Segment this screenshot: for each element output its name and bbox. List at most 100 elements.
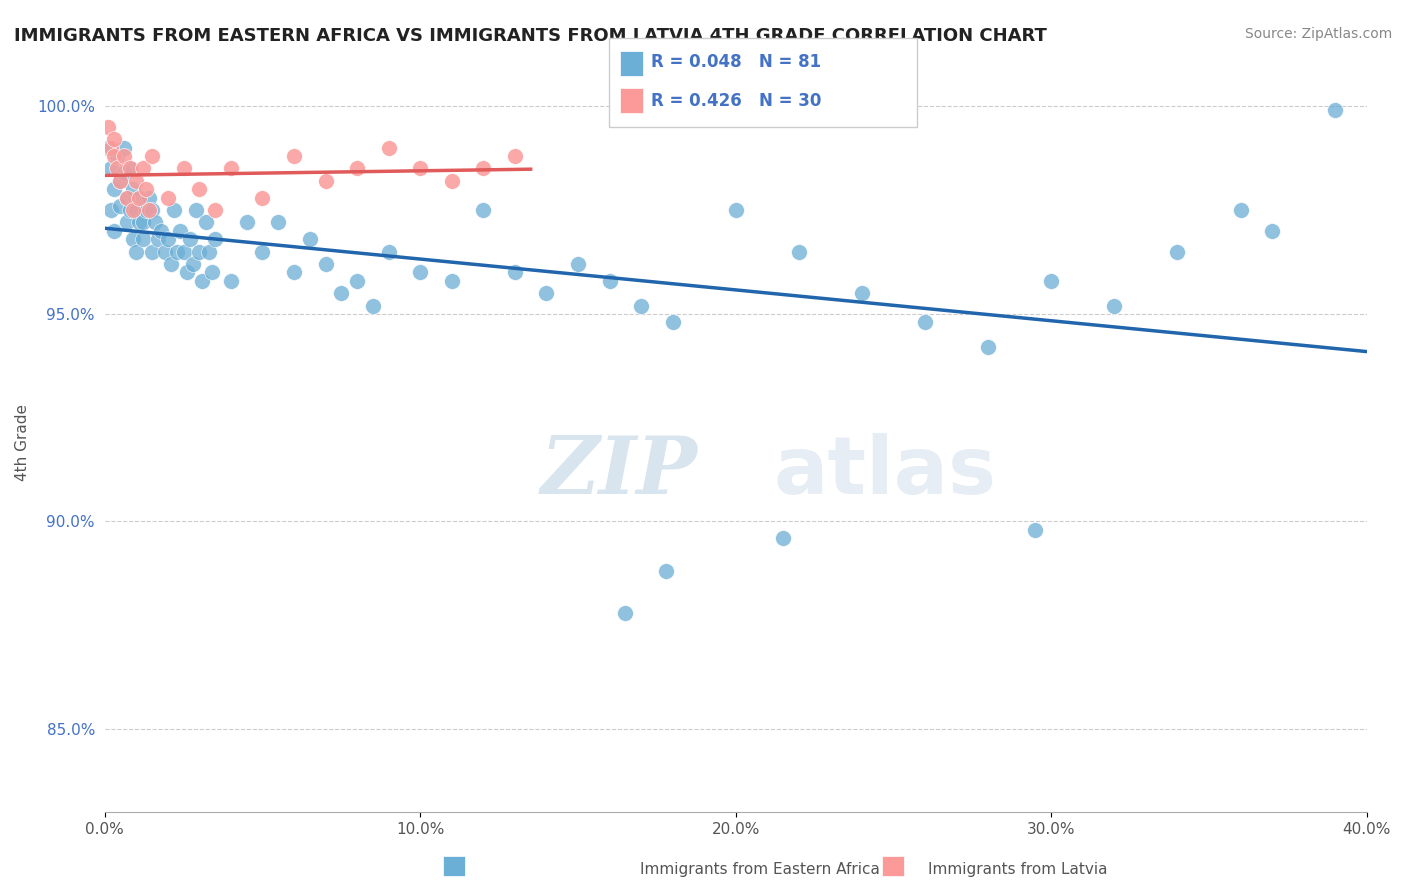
Point [440,174,463,188]
Point [1024,523,1046,537]
Point [472,202,495,217]
Point [103,132,125,146]
Point [181,257,204,271]
Point [179,232,201,246]
Y-axis label: 4th Grade: 4th Grade [15,404,30,481]
Point [204,232,226,246]
Point [103,149,125,163]
Point [283,149,305,163]
Text: R = 0.048   N = 81: R = 0.048 N = 81 [651,54,821,71]
Point [188,182,211,196]
Point [100,202,122,217]
Text: atlas: atlas [773,434,997,511]
Point [131,232,153,246]
Point [163,202,186,217]
Point [97,141,120,155]
Point [125,244,148,259]
Point [122,202,145,217]
Point [503,149,526,163]
Point [150,224,173,238]
Point [103,182,125,196]
Point [110,174,132,188]
Point [160,257,183,271]
Point [110,174,132,188]
Text: Immigrants from Eastern Africa: Immigrants from Eastern Africa [640,863,880,877]
Point [135,182,157,196]
Point [772,531,794,545]
Point [118,161,141,176]
Point [219,274,242,288]
Point [851,286,873,301]
Point [661,315,683,329]
Point [655,564,678,578]
Point [156,190,179,204]
Point [138,190,160,204]
Point [141,244,163,259]
Text: Source: ZipAtlas.com: Source: ZipAtlas.com [1244,27,1392,41]
Point [112,149,135,163]
Point [143,215,166,229]
Point [1104,299,1126,313]
Point [1324,103,1347,118]
Point [110,199,132,213]
Point [115,190,138,204]
Point [186,202,208,217]
Point [169,224,191,238]
Point [112,166,135,180]
Point [112,141,135,155]
Point [283,265,305,279]
Point [787,244,810,259]
Point [141,202,163,217]
Point [298,232,321,246]
Point [191,274,214,288]
Point [194,215,217,229]
Point [409,161,432,176]
Point [176,265,198,279]
Point [122,182,145,196]
Point [156,232,179,246]
Point [100,161,122,176]
Point [1166,244,1188,259]
Point [105,161,128,176]
Point [148,232,170,246]
Point [103,224,125,238]
Point [252,190,274,204]
Point [346,161,368,176]
Point [1040,274,1063,288]
Point [1229,202,1251,217]
Text: R = 0.426   N = 30: R = 0.426 N = 30 [651,92,821,110]
Point [409,265,432,279]
Point [235,215,257,229]
Point [173,161,195,176]
Point [131,161,153,176]
Point [440,274,463,288]
Point [377,141,399,155]
Point [315,174,337,188]
Point [128,190,150,204]
Point [977,340,1000,354]
Text: ZIP: ZIP [541,434,697,511]
Point [128,190,150,204]
Point [100,141,122,155]
Point [472,161,495,176]
Text: IMMIGRANTS FROM EASTERN AFRICA VS IMMIGRANTS FROM LATVIA 4TH GRADE CORRELATION C: IMMIGRANTS FROM EASTERN AFRICA VS IMMIGR… [14,27,1047,45]
Point [219,161,242,176]
Point [914,315,936,329]
Point [125,202,148,217]
Point [115,190,138,204]
Point [630,299,652,313]
Point [141,149,163,163]
Point [346,274,368,288]
Point [128,215,150,229]
Text: Immigrants from Latvia: Immigrants from Latvia [928,863,1108,877]
Point [377,244,399,259]
Point [361,299,384,313]
Point [536,286,558,301]
Point [115,215,138,229]
Point [503,265,526,279]
Point [614,606,637,620]
Point [131,215,153,229]
Point [198,244,221,259]
Point [204,202,226,217]
Point [138,202,160,217]
